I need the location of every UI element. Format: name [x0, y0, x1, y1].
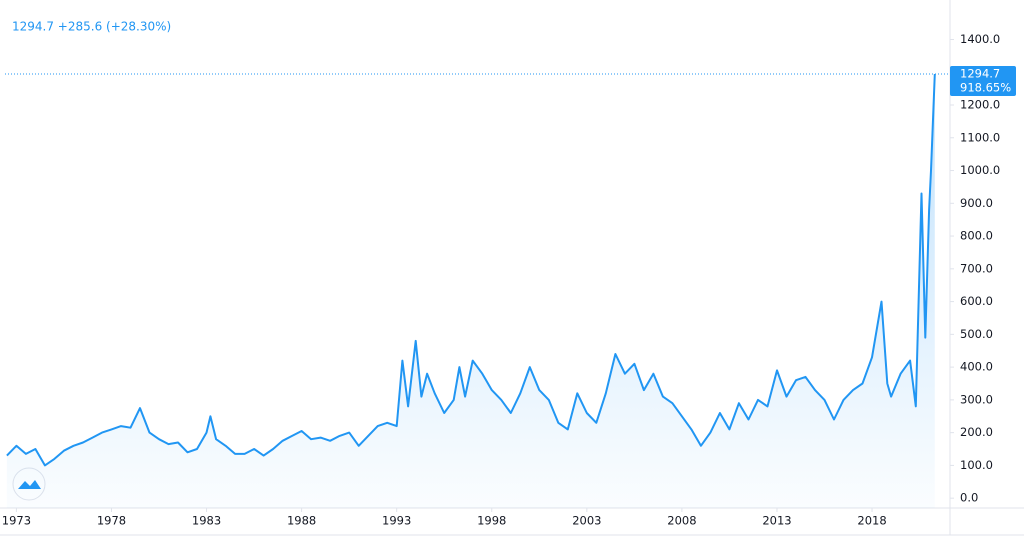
last-price-box [950, 65, 1016, 96]
y-tick-label: 1200.0 [960, 98, 1000, 112]
area [6, 74, 935, 508]
y-tick-label: 900.0 [960, 196, 993, 210]
line [6, 73, 936, 467]
last-change-label: 918.65% [960, 80, 1011, 94]
y-tick-label: 500.0 [960, 327, 993, 341]
x-tick-label: 2008 [667, 514, 696, 528]
y-tick-label: 100.0 [960, 458, 993, 472]
y-tick-label: 1000.0 [960, 163, 1000, 177]
y-tick-label: 600.0 [960, 294, 993, 308]
header: 1294.7 +285.6 (+28.30%) [12, 20, 171, 34]
y-tick-label: 200.0 [960, 425, 993, 439]
x-tick-label: 1993 [382, 514, 411, 528]
y-tick-label: 0.0 [960, 491, 978, 505]
x-tick-label: 1998 [477, 514, 506, 528]
y-tick-label: 300.0 [960, 392, 993, 406]
y-tick-label: 700.0 [960, 261, 993, 275]
y-tick-label: 1100.0 [960, 130, 1000, 144]
y-tick-label: 800.0 [960, 229, 993, 243]
x-tick-label: 2003 [572, 514, 601, 528]
y-tick-label: 400.0 [960, 360, 993, 374]
x-tick-label: 1983 [192, 514, 221, 528]
y-tick-label: 1400.0 [960, 32, 1000, 46]
x-tick-label: 1988 [287, 514, 316, 528]
x-tick-label: 2013 [762, 514, 791, 528]
x-tick-label: 1978 [97, 514, 126, 528]
x-tick-label: 2018 [857, 514, 886, 528]
x-tick-label: 1973 [2, 514, 31, 528]
last-price-label: 1294.7 [960, 66, 1000, 80]
